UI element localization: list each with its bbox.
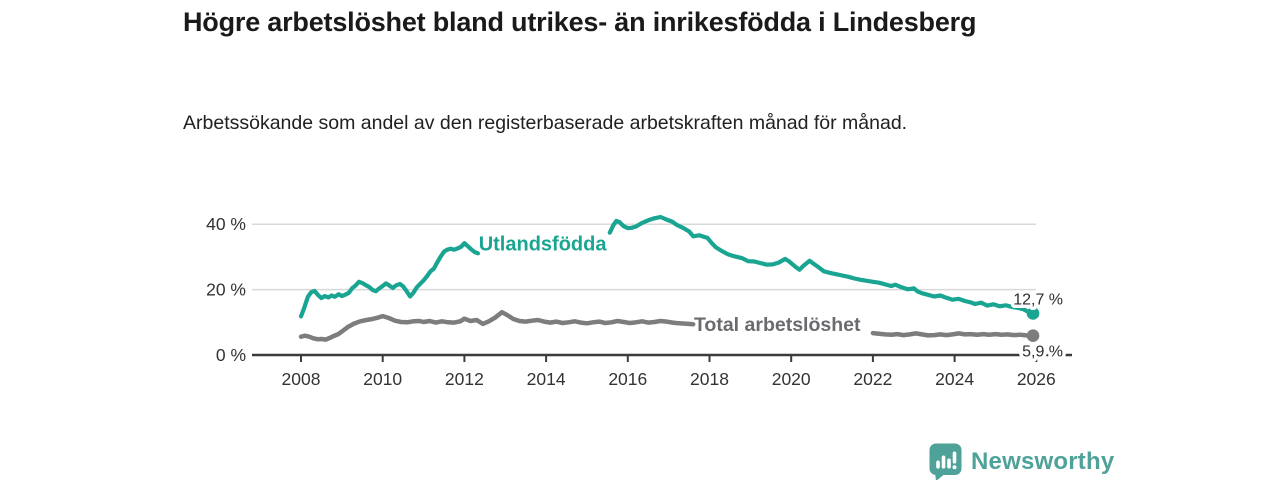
newsworthy-logo: Newsworthy (929, 443, 1114, 480)
x-tick-label-2022: 2022 (853, 369, 892, 389)
x-tick-label-2026: 2026 (1017, 369, 1056, 389)
total-arbetsloshet-label: Total arbetslöshet (694, 314, 861, 336)
y-tick-label-20: 20 % (206, 280, 246, 300)
x-tick-label-2020: 2020 (772, 369, 811, 389)
x-tick-label-2014: 2014 (527, 369, 566, 389)
utlandsfodda-end-dot (1026, 307, 1040, 320)
x-tick-label-2008: 2008 (282, 369, 321, 389)
x-tick-label-2012: 2012 (445, 369, 484, 389)
utlandsfodda-end-value: 12,7 % (1013, 291, 1063, 308)
utlandsfodda-label: Utlandsfödda (479, 234, 608, 256)
x-tick-label-2016: 2016 (608, 369, 647, 389)
x-tick-label-2010: 2010 (363, 369, 402, 389)
x-tick-label-2024: 2024 (935, 369, 974, 389)
utlandsfodda-line-segment-1 (298, 241, 480, 319)
total-arbetsloshet-end-dot (1026, 329, 1040, 343)
y-tick-label-0: 0 % (216, 345, 246, 365)
page-title: Högre arbetslöshet bland utrikes- än inr… (183, 7, 977, 37)
total-arbetsloshet-end-value: 5,9 % (1022, 344, 1063, 361)
newsworthy-brand-text: Newsworthy (971, 448, 1115, 475)
x-tick-label-2018: 2018 (690, 369, 729, 389)
total-arbetsloshet-line-segment-1 (298, 309, 696, 342)
chart-subtitle: Arbetssökande som andel av den registerb… (183, 112, 908, 134)
newsworthy-bubble-barchart-icon (929, 443, 962, 480)
y-tick-label-40: 40 % (206, 214, 246, 234)
utlandsfodda-line-segment-2 (607, 214, 1036, 316)
total-arbetsloshet-line-segment-2 (870, 330, 1036, 338)
